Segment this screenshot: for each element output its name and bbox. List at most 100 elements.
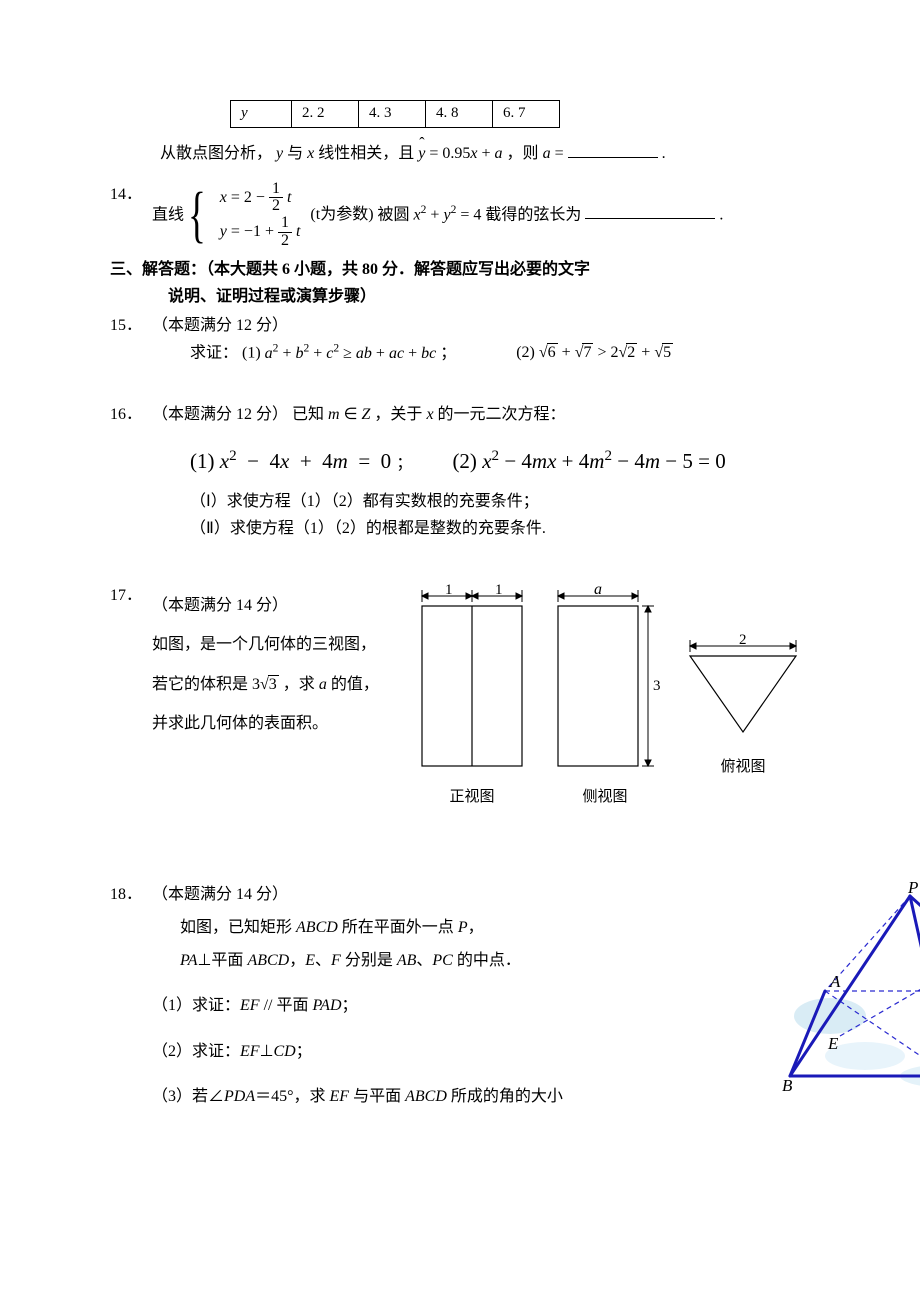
svg-text:A: A [829, 972, 841, 991]
period: . [662, 145, 666, 162]
var-x: x [307, 145, 314, 162]
text: 从散点图分析， [160, 145, 272, 162]
q16-sub-i: （Ⅰ）求使方程（1）（2）都有实数根的充要条件； [190, 488, 920, 515]
text: 直线 [152, 206, 184, 223]
text: 线性相关，且 [318, 145, 418, 162]
side-view: a 3 侧视图 [550, 582, 660, 811]
left-brace-icon: { [188, 184, 206, 246]
scatter-line: 从散点图分析， y 与 x 线性相关，且 y = 0.95x + a ，则 a … [160, 140, 920, 167]
q17-line2: 若它的体积是 3√3 ，求 a 的值， [152, 671, 382, 698]
sqrt5: √5 [654, 339, 673, 366]
svg-text:2: 2 [739, 632, 747, 648]
points: （本题满分 14 分） [152, 592, 382, 619]
var-x: x [426, 406, 433, 423]
var-y: y [443, 206, 450, 223]
data-table-y: y 2. 2 4. 3 4. 8 6. 7 [230, 100, 560, 128]
q16-eq2: (2) x2 − 4mx + 4m2 − 4m − 5 = 0 [452, 444, 725, 480]
svg-text:1: 1 [445, 582, 453, 598]
top-view-label: 俯视图 [678, 755, 808, 781]
semicolon: ； [440, 345, 456, 362]
points: （本题满分 12 分） 已知 [152, 406, 328, 423]
eq: = [555, 145, 564, 162]
question-17: 17． （本题满分 14 分） 如图，是一个几何体的三视图， 若它的体积是 3√… [110, 582, 920, 811]
question-16: 16． （本题满分 12 分） 已知 m ∈ Z ，关于 x 的一元二次方程： [110, 401, 920, 428]
table-row: y 2. 2 4. 3 4. 8 6. 7 [231, 101, 560, 128]
q15-proofs: 求证： (1) a2 + b2 + c2 ≥ ab + ac + bc ； (2… [190, 339, 920, 367]
plus: + [430, 206, 443, 223]
text: 的一元二次方程： [438, 406, 566, 423]
q-body: （本题满分 12 分） [152, 312, 920, 339]
top-view-svg: 2 [678, 632, 808, 742]
svg-text:3: 3 [653, 678, 660, 694]
q18-figure: P A B C D E F [770, 881, 920, 1101]
gt: > [597, 344, 610, 361]
text: ，关于 [374, 406, 426, 423]
param-system: { x = 2 − 12 t y = −1 + 12 t [188, 181, 300, 250]
question-15: 15． （本题满分 12 分） [110, 312, 920, 339]
q-body: （本题满分 14 分） 如图，是一个几何体的三视图， 若它的体积是 3√3 ，求… [152, 582, 920, 811]
eq-rhs: = 0.95 [429, 145, 470, 162]
points: （本题满分 12 分） [152, 317, 288, 334]
q17-line1: 如图，是一个几何体的三视图， [152, 631, 382, 658]
param-note: (t为参数) [310, 206, 373, 223]
plus: + [562, 344, 575, 361]
q-body: （本题满分 14 分） 如图，已知矩形 ABCD 所在平面外一点 P， PA⊥平… [152, 881, 920, 1116]
points: （本题满分 14 分） [152, 881, 750, 908]
q-number: 16． [110, 401, 152, 428]
section-3-line1: 三、解答题：（本大题共 6 小题，共 80 分．解答题应写出必要的文字 [110, 256, 920, 283]
q-number: 14． [110, 181, 152, 250]
sqrt6: √6 [539, 339, 558, 366]
q18-l2: PA⊥平面 ABCD，E、F 分别是 AB、PC 的中点． [180, 947, 750, 974]
q-body: 直线 { x = 2 − 12 t y = −1 + 12 t (t为参数) 被… [152, 181, 920, 250]
svg-text:B: B [782, 1076, 793, 1095]
label: (2) [516, 344, 539, 361]
two: 2 [611, 344, 619, 361]
three-views: 1 1 正视图 [412, 582, 808, 811]
sys-line-2: y = −1 + 12 t [220, 215, 301, 250]
q15-part1: 求证： (1) a2 + b2 + c2 ≥ ab + ac + bc ； [190, 339, 456, 367]
question-14: 14． 直线 { x = 2 − 12 t y = −1 + 12 t (t为参… [110, 181, 920, 250]
front-view-label: 正视图 [412, 785, 532, 811]
q18-p2: （2）求证：EF⊥CD； [152, 1038, 750, 1065]
q18-text: （本题满分 14 分） 如图，已知矩形 ABCD 所在平面外一点 P， PA⊥平… [152, 881, 750, 1116]
side-view-svg: a 3 [550, 582, 660, 772]
question-18: 18． （本题满分 14 分） 如图，已知矩形 ABCD 所在平面外一点 P， … [110, 881, 920, 1116]
m-in-Z: m [328, 406, 340, 423]
section-3-line2: 说明、证明过程或演算步骤） [168, 283, 920, 310]
var-a: a [495, 145, 503, 162]
section-3-head: 三、解答题：（本大题共 6 小题，共 80 分．解答题应写出必要的文字 说明、证… [110, 256, 920, 310]
q15-part2: (2) √6 + √7 > 2√2 + √5 [516, 339, 673, 366]
text: 被圆 [378, 206, 414, 223]
in-Z: ∈ Z [340, 406, 371, 423]
var-a: a [543, 145, 551, 162]
table-cell: 2. 2 [292, 101, 359, 128]
text: 与 [287, 145, 307, 162]
text: ，则 [507, 145, 543, 162]
svg-text:E: E [827, 1034, 839, 1053]
q18-p1: （1）求证：EF // 平面 PAD； [152, 992, 750, 1019]
sqrt7: √7 [575, 339, 594, 366]
var-y: y [276, 145, 283, 162]
table-cell: 4. 3 [359, 101, 426, 128]
table-cell: 4. 8 [426, 101, 493, 128]
svg-text:1: 1 [495, 582, 503, 598]
var-x: x [414, 206, 421, 223]
q-number: 18． [110, 881, 152, 1116]
q17-line3: 并求此几何体的表面积。 [152, 710, 382, 737]
plus: + [641, 344, 654, 361]
q-number: 15． [110, 312, 152, 339]
period: . [719, 206, 723, 223]
side-view-label: 侧视图 [550, 785, 660, 811]
var-yhat: y [418, 140, 425, 167]
fill-blank [568, 141, 658, 158]
top-view: 2 俯视图 [678, 632, 808, 781]
text: 截得的弦长为 [485, 206, 581, 223]
svg-text:P: P [907, 881, 918, 897]
inequality-1: a2 + b2 + c2 ≥ ab + ac + bc [265, 345, 437, 362]
fill-blank [585, 202, 715, 219]
q18-l1: 如图，已知矩形 ABCD 所在平面外一点 P， [180, 914, 750, 941]
table-row-label: y [231, 101, 292, 128]
sqrt2: √2 [619, 339, 638, 366]
q16-eq1: (1) x2 − 4x + 4m = 0 ； [190, 444, 412, 480]
q-number: 17． [110, 582, 152, 811]
